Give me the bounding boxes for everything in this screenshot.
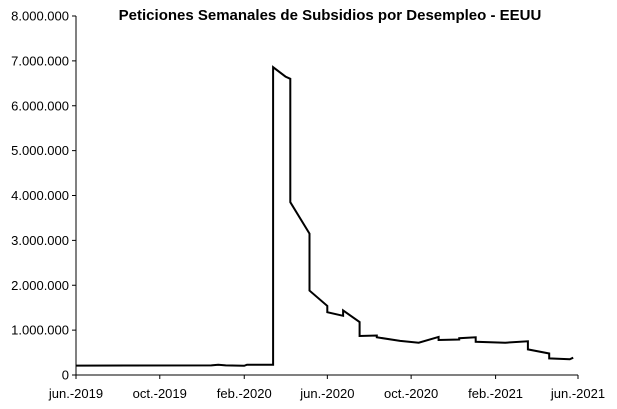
x-axis: jun.-2019 oct.-2019 feb.-2020 jun.-2020 oct.… [48,374,605,401]
x-tick-label: feb.-2021 [468,386,523,401]
y-tick-label: 6.000.000 [11,98,69,113]
y-tick-label: 0 [62,368,69,383]
x-tick-label: jun.-2021 [550,386,605,401]
x-tick-label: oct.-2020 [384,386,438,401]
y-tick-label: 7.000.000 [11,53,69,68]
plot-area [75,65,574,367]
y-tick-label: 8.000.000 [11,9,69,24]
x-tick-label: jun.-2020 [299,386,354,401]
y-axis: 0 1.000.000 2.000.000 3.000.000 4.000.000 5.0… [11,9,77,383]
x-tick-label: jun.-2019 [48,386,103,401]
x-tick-label: oct.-2019 [133,386,187,401]
y-tick-label: 4.000.000 [11,188,69,203]
y-tick-label: 3.000.000 [11,233,69,248]
y-tick-label: 5.000.000 [11,143,69,158]
series-line [75,65,574,367]
x-tick-label: feb.-2020 [217,386,272,401]
y-tick-label: 2.000.000 [11,278,69,293]
chart-title: Peticiones Semanales de Subsidios por De… [119,7,542,24]
y-tick-label: 1.000.000 [11,323,69,338]
